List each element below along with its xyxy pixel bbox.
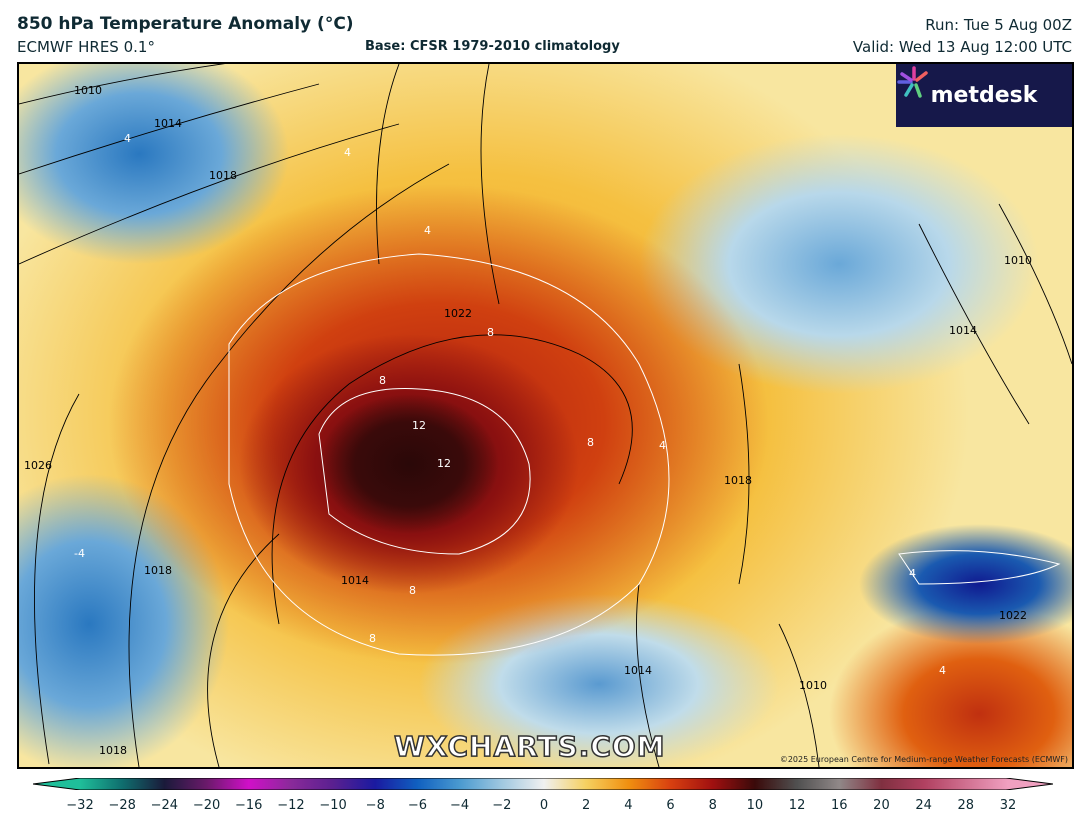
colorbar-tick-label: −20 <box>192 798 221 813</box>
isobar-label: 1014 <box>949 324 977 337</box>
valid-time: Valid: Wed 13 Aug 12:00 UTC <box>852 38 1072 56</box>
colorbar-tick-label: 8 <box>708 798 717 813</box>
colorbar-tick-label: 2 <box>582 798 591 813</box>
anomaly-label: 4 <box>909 567 916 580</box>
colorbar-tick-label: 10 <box>746 798 764 813</box>
isobar-label: 1014 <box>341 574 369 587</box>
watermark: WXCHARTS.COM <box>393 729 666 764</box>
isobar-label: 1022 <box>999 609 1027 622</box>
copyright: ©2025 European Centre for Medium-range W… <box>779 755 1068 764</box>
isobar-label: 1018 <box>209 169 237 182</box>
anomaly-label: 8 <box>369 632 376 645</box>
colorbar-tick-label: −32 <box>66 798 94 813</box>
colorbar-tick-label: 6 <box>666 798 675 813</box>
weather-map[interactable]: 1010 1014 1018 1022 1026 1014 1018 1010 … <box>17 62 1074 769</box>
colorbar-tick-label: 32 <box>999 798 1017 813</box>
isobar-label: 1018 <box>144 564 172 577</box>
anomaly-label: 8 <box>379 374 386 387</box>
anomaly-label: 4 <box>344 146 351 159</box>
anomaly-contours <box>228 253 1061 656</box>
anomaly-label: 4 <box>939 664 946 677</box>
starburst-icon <box>897 66 928 98</box>
anomaly-label: 8 <box>409 584 416 597</box>
anomaly-label: 4 <box>124 132 131 145</box>
chart-title: 850 hPa Temperature Anomaly (°C) <box>17 14 354 34</box>
colorbar-tick-label: −28 <box>108 798 136 813</box>
colorbar-tick-label: 20 <box>873 798 890 813</box>
isobar-label: 1010 <box>1004 254 1032 267</box>
isobar-label: 1014 <box>624 664 652 677</box>
isobar-label: 1018 <box>724 474 752 487</box>
isobar-label: 1010 <box>74 84 102 97</box>
metdesk-logo: metdesk <box>896 64 1072 127</box>
isobar-label: 1014 <box>154 117 182 130</box>
colorbar-tick-label: 4 <box>624 798 633 813</box>
colorbar-tick-label: −10 <box>319 798 347 813</box>
colorbar-tick-label: 24 <box>915 798 932 813</box>
isobar-label: 1018 <box>99 744 127 757</box>
colorbar-tick-label: −2 <box>492 798 512 813</box>
isobar-label: 1026 <box>24 459 52 472</box>
anomaly-label: 12 <box>437 457 451 470</box>
anomaly-label: 4 <box>424 224 431 237</box>
colorbar-tick-label: −8 <box>365 798 385 813</box>
anomaly-label: 12 <box>412 419 426 432</box>
colorbar-tick-label: −6 <box>407 798 428 813</box>
anomaly-label: 8 <box>487 326 494 339</box>
colorbar-tick-label: −4 <box>450 798 470 813</box>
isobar-lines <box>19 64 1072 767</box>
colorbar-gradient <box>33 778 1053 790</box>
colorbar-tick-label: 12 <box>788 798 806 813</box>
anomaly-label: 4 <box>659 439 666 452</box>
colorbar-tick-label: 16 <box>830 798 848 813</box>
colorbar-tick-label: 0 <box>539 798 549 813</box>
logo-text: metdesk <box>930 83 1038 108</box>
colorbar <box>33 778 1053 790</box>
isobar-label: 1010 <box>799 679 827 692</box>
anomaly-label: -4 <box>74 547 85 560</box>
climatology-base: Base: CFSR 1979-2010 climatology <box>365 39 620 54</box>
colorbar-tick-label: −16 <box>235 798 263 813</box>
model-name: ECMWF HRES 0.1° <box>17 38 155 56</box>
colorbar-tick-label: −24 <box>150 798 179 813</box>
colorbar-tick-label: −12 <box>277 798 305 813</box>
isobar-label: 1022 <box>444 307 472 320</box>
run-time: Run: Tue 5 Aug 00Z <box>925 16 1072 34</box>
anomaly-label: 8 <box>587 436 594 449</box>
colorbar-tick-label: 28 <box>957 798 975 813</box>
